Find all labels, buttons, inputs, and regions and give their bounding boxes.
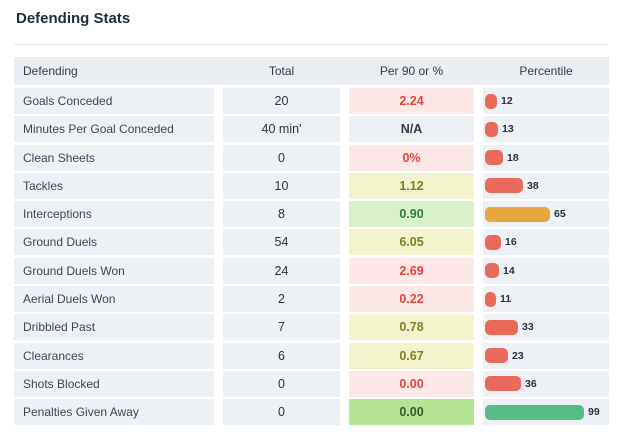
- percentile-bar: [485, 319, 518, 335]
- column-header-total: Total: [268, 64, 295, 78]
- table-row: Minutes Per Goal Conceded 40 min' N/A 13: [14, 116, 609, 143]
- percentile-bar: [485, 93, 497, 109]
- table-row: Ground Duels Won 24 2.69 14: [14, 257, 609, 284]
- row-label: Tackles: [14, 172, 214, 199]
- per90-value: 0%: [349, 144, 474, 171]
- total-value: 10: [223, 172, 340, 199]
- percentile-bar: [485, 234, 501, 250]
- table-row: Ground Duels 54 6.05 16: [14, 229, 609, 256]
- table-row: Goals Conceded 20 2.24 12: [14, 88, 609, 114]
- row-label: Ground Duels: [14, 229, 214, 256]
- percentile-cell: 11: [483, 286, 609, 313]
- defending-stats-table: Defending Total Per 90 or % Percentile G…: [14, 57, 609, 428]
- per90-value: 0.22: [349, 286, 474, 313]
- percentile-cell: 33: [483, 314, 609, 341]
- percentile-cell: 23: [483, 342, 609, 369]
- per90-value: 6.05: [349, 229, 474, 256]
- percentile-value: 36: [525, 377, 537, 390]
- total-value: 0: [223, 144, 340, 171]
- page-title: Defending Stats: [16, 10, 131, 27]
- row-label: Penalties Given Away: [14, 399, 214, 426]
- total-value: 0: [223, 370, 340, 397]
- column-header-per90: Per 90 or %: [379, 64, 444, 78]
- row-label: Shots Blocked: [14, 370, 214, 397]
- total-value: 6: [223, 342, 340, 369]
- percentile-bar: [485, 291, 496, 307]
- table-row: Penalties Given Away 0 0.00 99: [14, 399, 609, 426]
- column-header-percentile: Percentile: [519, 64, 573, 78]
- percentile-value: 14: [503, 264, 515, 277]
- per90-value: 0.90: [349, 201, 474, 228]
- percentile-bar: [485, 376, 521, 392]
- percentile-value: 23: [512, 349, 524, 362]
- percentile-value: 99: [588, 406, 600, 419]
- per90-value: 0.67: [349, 342, 474, 369]
- total-value: 7: [223, 314, 340, 341]
- percentile-cell: 16: [483, 229, 609, 256]
- percentile-bar: [485, 121, 498, 137]
- row-label: Dribbled Past: [14, 314, 214, 341]
- percentile-bar: [485, 178, 523, 194]
- total-value: 54: [223, 229, 340, 256]
- table-row: Clean Sheets 0 0% 18: [14, 144, 609, 171]
- percentile-cell: 36: [483, 370, 609, 397]
- percentile-value: 12: [501, 95, 513, 107]
- percentile-bar: [485, 263, 499, 279]
- percentile-bar: [485, 206, 550, 222]
- row-label: Ground Duels Won: [14, 257, 214, 284]
- percentile-cell: 99: [483, 399, 609, 426]
- percentile-value: 33: [522, 321, 534, 334]
- percentile-value: 11: [500, 293, 512, 306]
- percentile-bar: [485, 150, 503, 166]
- per90-value: 2.24: [349, 88, 474, 114]
- per90-value: 0.78: [349, 314, 474, 341]
- percentile-value: 65: [554, 208, 566, 221]
- table-row: Aerial Duels Won 2 0.22 11: [14, 286, 609, 313]
- per90-value: N/A: [349, 116, 474, 143]
- per90-value: 2.69: [349, 257, 474, 284]
- percentile-cell: 13: [483, 116, 609, 143]
- total-value: 8: [223, 201, 340, 228]
- percentile-cell: 14: [483, 257, 609, 284]
- table-row: Interceptions 8 0.90 65: [14, 201, 609, 228]
- percentile-value: 38: [527, 179, 539, 192]
- table-header: Defending Total Per 90 or % Percentile: [14, 57, 609, 85]
- row-label: Clean Sheets: [14, 144, 214, 171]
- percentile-value: 16: [505, 236, 517, 249]
- table-body: Goals Conceded 20 2.24 12 Minutes Per Go…: [14, 88, 609, 426]
- row-label: Aerial Duels Won: [14, 286, 214, 313]
- total-value: 20: [223, 88, 340, 114]
- table-row: Dribbled Past 7 0.78 33: [14, 314, 609, 341]
- total-value: 40 min': [223, 116, 340, 143]
- percentile-value: 18: [507, 151, 519, 164]
- row-label: Goals Conceded: [14, 88, 214, 114]
- column-header-defending: Defending: [23, 64, 78, 78]
- table-row: Tackles 10 1.12 38: [14, 172, 609, 199]
- total-value: 2: [223, 286, 340, 313]
- per90-value: 0.00: [349, 399, 474, 426]
- percentile-cell: 18: [483, 144, 609, 171]
- percentile-cell: 38: [483, 172, 609, 199]
- row-label: Minutes Per Goal Conceded: [14, 116, 214, 143]
- percentile-bar: [485, 348, 508, 364]
- per90-value: 1.12: [349, 172, 474, 199]
- percentile-value: 13: [502, 123, 514, 136]
- percentile-bar: [485, 404, 584, 420]
- table-row: Shots Blocked 0 0.00 36: [14, 370, 609, 397]
- row-label: Interceptions: [14, 201, 214, 228]
- total-value: 0: [223, 399, 340, 426]
- total-value: 24: [223, 257, 340, 284]
- percentile-cell: 12: [483, 88, 609, 114]
- title-divider: [14, 44, 608, 45]
- row-label: Clearances: [14, 342, 214, 369]
- percentile-cell: 65: [483, 201, 609, 228]
- per90-value: 0.00: [349, 370, 474, 397]
- table-row: Clearances 6 0.67 23: [14, 342, 609, 369]
